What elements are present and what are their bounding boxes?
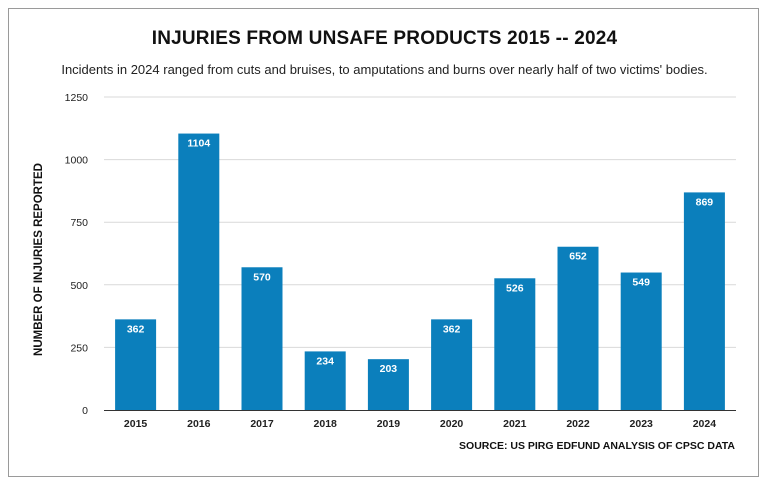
bar-2017: [241, 267, 283, 410]
x-tick-label: 2019: [377, 418, 401, 430]
x-tick-label: 2018: [314, 418, 338, 430]
bar-2023: [620, 272, 662, 410]
bar-2020: [431, 319, 473, 410]
bar-value-label: 570: [253, 271, 271, 283]
source-note: SOURCE: US PIRG EDFUND ANALYSIS OF CPSC …: [459, 440, 735, 452]
y-tick-label: 0: [82, 405, 88, 417]
bar-2022: [557, 246, 599, 410]
y-tick-label: 750: [70, 217, 88, 229]
bar-value-label: 234: [316, 355, 334, 367]
bar-2018: [304, 351, 346, 410]
x-tick-label: 2016: [187, 418, 211, 430]
bar-value-label: 549: [632, 277, 650, 289]
x-tick-label: 2021: [503, 418, 527, 430]
y-tick-label: 1250: [65, 92, 89, 104]
x-tick-label: 2020: [440, 418, 464, 430]
y-axis-label: NUMBER OF INJURIES REPORTED: [33, 163, 45, 356]
bar-2015: [115, 319, 157, 410]
bar-value-label: 362: [443, 323, 461, 335]
x-tick-label: 2015: [124, 418, 148, 430]
bar-2019: [367, 359, 409, 410]
bar-2021: [494, 278, 536, 410]
x-tick-label: 2024: [693, 418, 717, 430]
bar-value-label: 203: [380, 363, 398, 375]
bar-2016: [178, 133, 220, 410]
x-tick-label: 2023: [630, 418, 654, 430]
x-tick-label: 2022: [566, 418, 590, 430]
bar-labels: 362 1104 570 234 203 362 526 652 549 869: [127, 138, 713, 376]
x-tick-label: 2017: [250, 418, 274, 430]
bar-value-label: 362: [127, 323, 145, 335]
bar-value-label: 652: [569, 251, 587, 263]
chart-subtitle: Incidents in 2024 ranged from cuts and b…: [61, 62, 708, 77]
y-tick-label: 1000: [65, 155, 89, 167]
y-tick-label: 500: [70, 280, 88, 292]
y-tick-label: 250: [70, 342, 88, 354]
y-axis-ticks: 0 250 500 750 1000 1250: [65, 92, 89, 417]
bar-value-label: 1104: [187, 138, 210, 150]
bar-2024: [683, 192, 725, 410]
x-axis-ticks: 2015 2016 2017 2018 2019 2020 2021 2022 2023 2024: [124, 418, 716, 430]
bars: [115, 133, 725, 410]
bar-value-label: 869: [696, 196, 714, 208]
chart-title: INJURIES FROM UNSAFE PRODUCTS 2015 -- 20…: [151, 28, 618, 49]
bar-value-label: 526: [506, 282, 524, 294]
